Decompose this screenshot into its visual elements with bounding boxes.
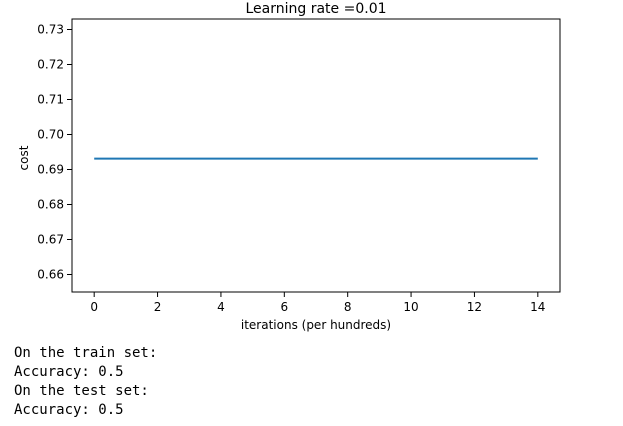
x-tick-label: 8 <box>344 300 352 314</box>
console-line-train-heading: On the train set: <box>14 345 158 361</box>
x-tick-label: 0 <box>90 300 98 314</box>
x-axis-ticks: 0 2 4 6 8 10 12 14 <box>90 292 545 314</box>
y-tick-label: 0.71 <box>37 93 64 107</box>
x-tick-label: 10 <box>403 300 418 314</box>
y-tick-label: 0.73 <box>37 23 64 37</box>
x-tick-label: 12 <box>467 300 482 314</box>
y-axis-label: cost <box>17 145 31 170</box>
console-line-train-accuracy: Accuracy: 0.5 <box>14 364 124 380</box>
x-tick-label: 2 <box>154 300 162 314</box>
y-tick-label: 0.68 <box>37 198 64 212</box>
console-output: On the train set: Accuracy: 0.5 On the t… <box>14 344 157 420</box>
console-line-test-heading: On the test set: <box>14 383 149 399</box>
x-tick-label: 4 <box>217 300 225 314</box>
x-axis-label: iterations (per hundreds) <box>241 318 391 332</box>
x-tick-label: 6 <box>280 300 288 314</box>
y-tick-label: 0.66 <box>37 268 64 282</box>
y-tick-label: 0.72 <box>37 58 64 72</box>
y-axis-ticks: 0.66 0.67 0.68 0.69 0.70 0.71 0.72 0.73 <box>37 23 72 282</box>
y-tick-label: 0.69 <box>37 163 64 177</box>
plot-area <box>71 18 561 293</box>
y-tick-label: 0.70 <box>37 128 64 142</box>
console-line-test-accuracy: Accuracy: 0.5 <box>14 402 124 418</box>
y-tick-label: 0.67 <box>37 233 64 247</box>
chart-title: Learning rate =0.01 <box>245 1 386 17</box>
cost-chart: Learning rate =0.01 0.66 0.67 0.68 0.69 0.70… <box>17 1 561 332</box>
x-tick-label: 14 <box>530 300 545 314</box>
